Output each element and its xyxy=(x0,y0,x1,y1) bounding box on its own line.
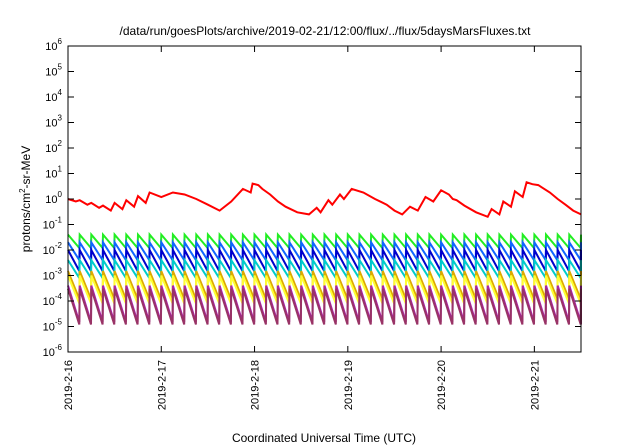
y-tick-label: 100 xyxy=(45,190,62,206)
y-tick-exp: 5 xyxy=(58,63,63,72)
y-tick-label: 10-4 xyxy=(43,292,63,308)
y-tick-base: 10 xyxy=(43,271,55,283)
y-tick-base: 10 xyxy=(43,245,55,257)
y-tick-label: 10-6 xyxy=(43,343,63,359)
series-line-2 xyxy=(67,246,582,275)
y-tick-label: 101 xyxy=(45,165,62,181)
plot-lines xyxy=(67,181,582,325)
x-tick-label: 2019-2-16 xyxy=(63,360,75,410)
y-tick-exp: 4 xyxy=(58,88,63,97)
x-tick-label: 2019-2-17 xyxy=(156,360,168,410)
y-tick-exp: -2 xyxy=(55,241,63,250)
x-axis-label: Coordinated Universal Time (UTC) xyxy=(232,431,416,445)
y-tick-base: 10 xyxy=(45,118,57,130)
y-tick-exp: -6 xyxy=(55,343,63,352)
y-tick-exp: 0 xyxy=(58,190,63,199)
y-tick-label: 10-1 xyxy=(43,216,63,232)
y-tick-base: 10 xyxy=(45,194,57,206)
y-tick-label: 10-5 xyxy=(43,318,63,334)
y-axis-label-sup: 2 xyxy=(18,188,27,193)
y-tick-label: 105 xyxy=(45,63,62,79)
y-tick-exp: 3 xyxy=(58,114,63,123)
y-tick-label: 104 xyxy=(45,88,62,104)
y-axis: 10610510410310210110010-110-210-310-410-… xyxy=(43,37,581,359)
y-tick-label: 102 xyxy=(45,139,62,155)
y-tick-exp: 2 xyxy=(58,139,63,148)
y-tick-exp: -5 xyxy=(55,318,63,327)
y-tick-base: 10 xyxy=(45,143,57,155)
y-tick-exp: -3 xyxy=(55,267,63,276)
y-axis-label-main: protons/cm xyxy=(19,193,33,252)
series-line-7 xyxy=(67,288,582,325)
series-line-3 xyxy=(67,256,582,282)
y-tick-label: 10-3 xyxy=(43,267,63,283)
y-axis-label-rest: -sr-MeV xyxy=(19,146,33,189)
y-tick-base: 10 xyxy=(45,92,57,104)
y-tick-label: 10-2 xyxy=(43,241,63,257)
y-tick-label: 103 xyxy=(45,114,62,130)
y-tick-base: 10 xyxy=(45,41,57,53)
y-tick-base: 10 xyxy=(43,296,55,308)
x-tick-label: 2019-2-19 xyxy=(343,360,355,410)
chart-title: /data/run/goesPlots/archive/2019-02-21/1… xyxy=(120,24,532,38)
y-tick-exp: -1 xyxy=(55,216,63,225)
series-line-0 xyxy=(67,231,582,251)
series-line-5 xyxy=(67,275,582,304)
y-tick-exp: -4 xyxy=(55,292,63,301)
x-tick-label: 2019-2-21 xyxy=(529,360,541,410)
y-tick-base: 10 xyxy=(45,67,57,79)
y-tick-base: 10 xyxy=(43,347,55,359)
y-tick-label: 106 xyxy=(45,37,62,53)
x-tick-label: 2019-2-18 xyxy=(250,360,262,410)
y-tick-exp: 6 xyxy=(58,37,63,46)
series-line-red xyxy=(67,181,582,219)
series-line-1 xyxy=(67,238,582,264)
x-axis: 2019-2-16 2019-2-17 2019-2-18 2019-2-19 2019… xyxy=(63,46,541,410)
y-tick-base: 10 xyxy=(45,169,57,181)
y-tick-exp: 1 xyxy=(58,165,63,174)
series-line-4 xyxy=(67,270,582,300)
y-axis-label: protons/cm2-sr-MeV xyxy=(18,146,33,252)
y-tick-base: 10 xyxy=(43,322,55,334)
x-tick-label: 2019-2-20 xyxy=(436,360,448,410)
y-tick-base: 10 xyxy=(43,220,55,232)
